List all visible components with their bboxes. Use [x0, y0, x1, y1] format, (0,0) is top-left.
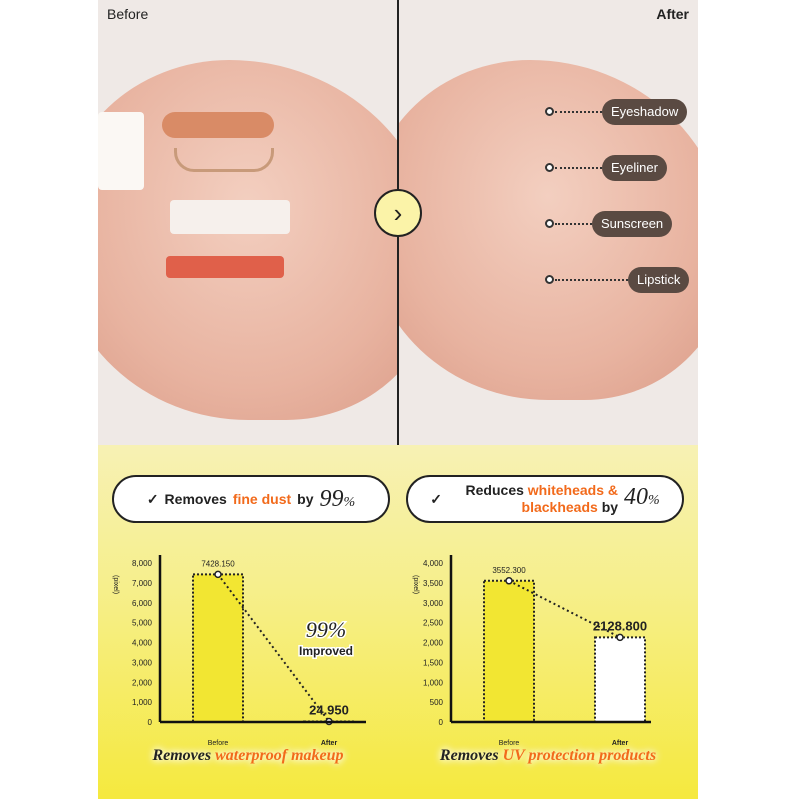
swatch-lipstick: [166, 256, 284, 278]
bar-after: [594, 636, 646, 723]
y-tick-label: 2,500: [423, 619, 444, 628]
trend-line: [508, 579, 621, 639]
before-photo: Before: [98, 0, 398, 445]
before-label: Before: [107, 6, 149, 22]
pill-value: 99: [319, 485, 344, 512]
marker-dot: [545, 107, 554, 116]
swatch-sunscreen: [170, 200, 290, 234]
pill-unit: %: [343, 494, 356, 510]
bar-before: [483, 579, 535, 723]
y-tick-label: 0: [148, 718, 153, 727]
y-tick-label: 1,000: [423, 678, 444, 687]
data-label: 2128.800: [593, 618, 647, 633]
leader-line: [555, 167, 602, 169]
data-point: [616, 633, 624, 642]
pill-text: Reduces: [465, 482, 524, 498]
pill-text: by: [601, 499, 619, 515]
tag-eyeliner: Eyeliner: [602, 155, 667, 181]
bar-before: [192, 573, 244, 723]
leader-line: [555, 111, 602, 113]
annotation-text: Improved: [299, 644, 353, 658]
y-tick-label: 2,000: [132, 678, 153, 687]
y-axis-label: (pixel): [112, 575, 119, 594]
y-tick-label: 4,000: [423, 559, 444, 568]
x-tick-label: After: [612, 740, 629, 747]
y-tick-label: 0: [439, 718, 444, 727]
annotation-value: 99%: [306, 617, 346, 642]
y-tick-label: 500: [430, 698, 444, 707]
pill-highlight: whiteheads & blackheads: [521, 482, 619, 515]
x-tick-label: Before: [208, 740, 229, 747]
y-tick-label: 3,000: [423, 599, 444, 608]
x-tick-label: After: [321, 740, 338, 747]
data-label: 7428.150: [201, 559, 235, 568]
swatch-white: [98, 112, 144, 190]
y-tick-label: 5,000: [132, 619, 153, 628]
tag-lipstick: Lipstick: [628, 267, 690, 293]
y-axis-label: (pixel): [412, 575, 419, 594]
pill-text: Removes: [164, 491, 227, 507]
y-tick-label: 1,000: [132, 698, 153, 707]
caption-uv: Removes UV protection products: [439, 747, 657, 764]
marker-dot: [545, 275, 554, 284]
pill-unit: %: [648, 493, 660, 508]
x-tick-label: Before: [499, 740, 520, 747]
check-icon: ✓: [430, 490, 443, 507]
data-point: [214, 570, 222, 579]
y-tick-label: 8,000: [132, 559, 153, 568]
leader-line: [555, 223, 592, 225]
y-tick-label: 2,000: [423, 639, 444, 648]
tag-eyeshadow: Eyeshadow: [602, 99, 688, 125]
marker-dot: [545, 163, 554, 172]
claim-pill-dust: ✓ Removes fine dust by 99%: [112, 475, 390, 523]
tag-sunscreen: Sunscreen: [592, 211, 673, 237]
trend-line: [217, 573, 330, 723]
comparison-panel: Before After Eyeshadow Eyeliner Sunscree…: [98, 0, 698, 799]
check-icon: ✓: [146, 490, 159, 507]
results-section: ✓ Removes fine dust by 99% ✓ Reduces whi…: [98, 445, 698, 799]
data-point: [505, 577, 513, 585]
y-tick-label: 4,000: [132, 639, 153, 648]
pill-value: 40: [624, 484, 649, 510]
caption-waterproof: Removes waterproof makeup: [152, 747, 344, 764]
y-tick-label: 7,000: [132, 579, 153, 588]
chart-uv: (pixel) 0 500 1,000 1,500 2,000 2,500 3,000 3,50…: [412, 555, 651, 747]
y-tick-label: 6,000: [132, 599, 153, 608]
pill-text: by: [297, 491, 314, 507]
marker-dot: [545, 219, 554, 228]
y-tick-label: 1,500: [423, 658, 444, 667]
swatch-eyeshadow: [162, 112, 274, 138]
y-tick-label: 3,000: [132, 658, 153, 667]
leader-line: [555, 279, 628, 281]
claim-pill-heads: ✓ Reduces whiteheads & blackheads by 40%: [406, 475, 684, 523]
chevron-right-icon[interactable]: ›: [374, 189, 422, 237]
chart-waterproof: (pixel) 0 1,000 2,000 3,000 4,000 5,000 6,000 7,…: [112, 555, 366, 747]
swatch-eyeliner: [174, 148, 274, 172]
data-label: 24.950: [309, 703, 349, 718]
y-tick-label: 3,500: [423, 579, 444, 588]
after-label: After: [656, 6, 689, 22]
data-label: 3552.300: [492, 566, 526, 575]
pill-highlight: fine dust: [232, 491, 292, 507]
after-photo: After Eyeshadow Eyeliner Sunscreen Lipst…: [398, 0, 698, 445]
